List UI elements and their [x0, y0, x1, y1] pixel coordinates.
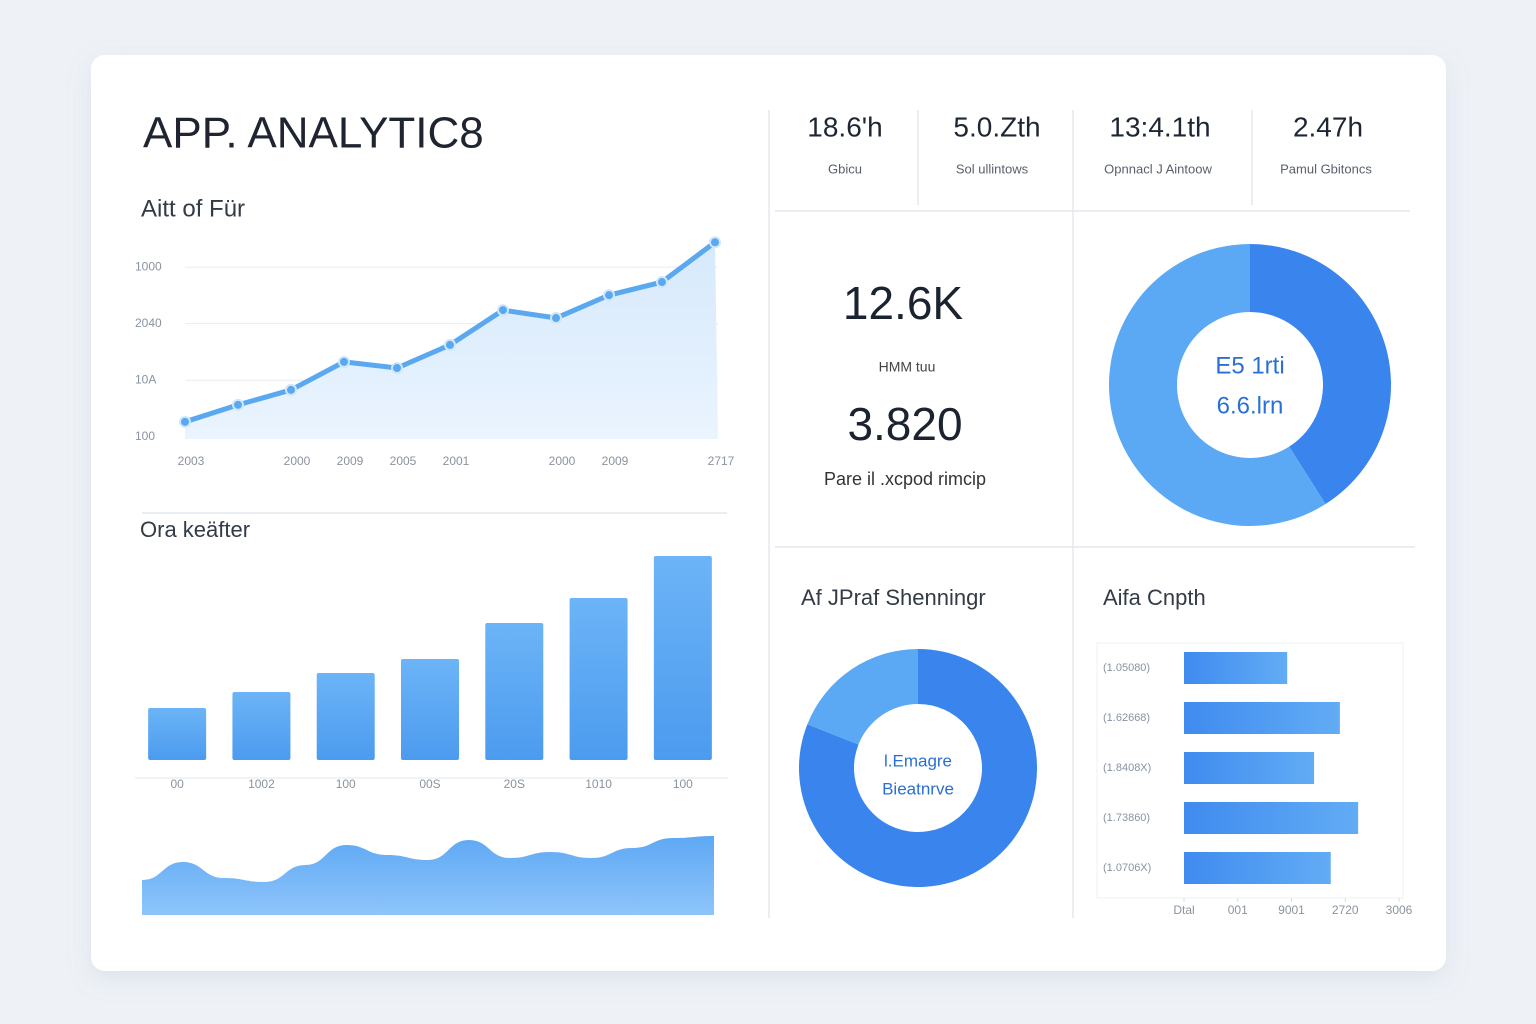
summary-value: 12.6K	[843, 277, 964, 329]
area	[142, 836, 714, 915]
center-label: 6.6.lrn	[1217, 392, 1284, 419]
y-tick-label: 2040	[135, 316, 162, 330]
point	[709, 236, 721, 249]
bar	[1184, 752, 1315, 784]
point	[285, 383, 297, 396]
y-tick-label: 10A	[135, 372, 156, 386]
donut-slice	[1250, 244, 1391, 505]
kpi-label: Sol ullintows	[956, 161, 1029, 176]
summary-label: HMM tuu	[879, 359, 936, 375]
kpi-label: Gbicu	[828, 161, 862, 176]
point	[656, 276, 668, 289]
bar	[401, 659, 459, 760]
bar	[653, 556, 712, 760]
point	[179, 415, 191, 428]
x-tick-label: 2003	[178, 454, 205, 468]
x-tick-label: 20S	[504, 777, 525, 791]
x-tick-label: 1002	[248, 777, 275, 791]
x-tick-label: 00S	[419, 777, 440, 791]
center-label: E5 1rti	[1215, 352, 1284, 379]
y-tick-label: 100	[135, 429, 155, 443]
center-label: Bieatnrve	[882, 779, 954, 798]
kpi-value: 5.0.Zth	[953, 111, 1040, 142]
x-tick-label: 9001	[1278, 903, 1305, 917]
x-tick-label: 3006	[1386, 903, 1413, 917]
x-tick-label: 1010	[585, 777, 612, 791]
point	[391, 361, 403, 374]
point	[550, 312, 562, 325]
kpi-label: Pamul Gbitoncs	[1280, 161, 1372, 176]
x-tick-label: 2717	[708, 454, 735, 468]
point	[338, 355, 350, 368]
chart-title: Ora keäfter	[140, 517, 250, 542]
x-tick-label: 100	[673, 777, 693, 791]
x-tick-label: 2009	[602, 454, 629, 468]
bar	[485, 623, 544, 760]
kpi-value: 2.47h	[1293, 111, 1363, 142]
point	[603, 289, 615, 302]
x-tick-label: 100	[336, 777, 356, 791]
x-tick-label: Dtal	[1173, 903, 1194, 917]
chart-title: Aifa Cnpth	[1103, 585, 1206, 610]
bar	[1184, 802, 1359, 834]
x-tick-label: 2720	[1332, 903, 1359, 917]
area-fill	[185, 242, 718, 439]
summary-label: Pare il .xcpod rimcip	[824, 469, 986, 489]
chart-frame	[1096, 642, 1404, 899]
bar	[569, 598, 628, 760]
y-tick-label: (1.05080)	[1103, 662, 1150, 674]
x-tick-label: 2009	[337, 454, 364, 468]
center-label: l.Emagre	[884, 751, 952, 770]
page-title: APP. ANALYTIC8	[143, 109, 484, 158]
y-tick-label: (1.0706X)	[1103, 862, 1151, 874]
x-tick-label: 2001	[443, 454, 470, 468]
bar	[1184, 702, 1340, 734]
donut-slice	[799, 649, 1038, 887]
y-tick-label: (1.73860)	[1103, 812, 1150, 824]
kpi-label: Opnnacl J Aintoow	[1104, 161, 1212, 176]
kpi-value: 18.6'h	[807, 111, 882, 142]
donut-slice	[807, 649, 918, 745]
y-tick-label: 1000	[135, 259, 162, 273]
donut-slice	[1109, 244, 1326, 526]
x-tick-label: 2000	[284, 454, 311, 468]
x-tick-label: 2005	[390, 454, 417, 468]
x-tick-label: 001	[1228, 903, 1248, 917]
summary-value: 3.820	[847, 398, 962, 450]
bar	[1184, 852, 1331, 884]
kpi-value: 13:4.1th	[1109, 111, 1210, 142]
bar	[232, 692, 291, 760]
x-tick-label: 2000	[549, 454, 576, 468]
bar	[316, 673, 375, 760]
chart-title: Aitt of Für	[141, 195, 245, 222]
point	[444, 338, 456, 351]
chart-title: Af JPraf Shenningr	[801, 585, 986, 610]
bar	[148, 708, 207, 760]
point	[232, 398, 244, 411]
point	[497, 304, 509, 317]
y-tick-label: (1.62668)	[1103, 712, 1150, 724]
x-tick-label: 00	[170, 777, 184, 791]
y-tick-label: (1.8408X)	[1103, 762, 1151, 774]
bar	[1184, 652, 1288, 684]
